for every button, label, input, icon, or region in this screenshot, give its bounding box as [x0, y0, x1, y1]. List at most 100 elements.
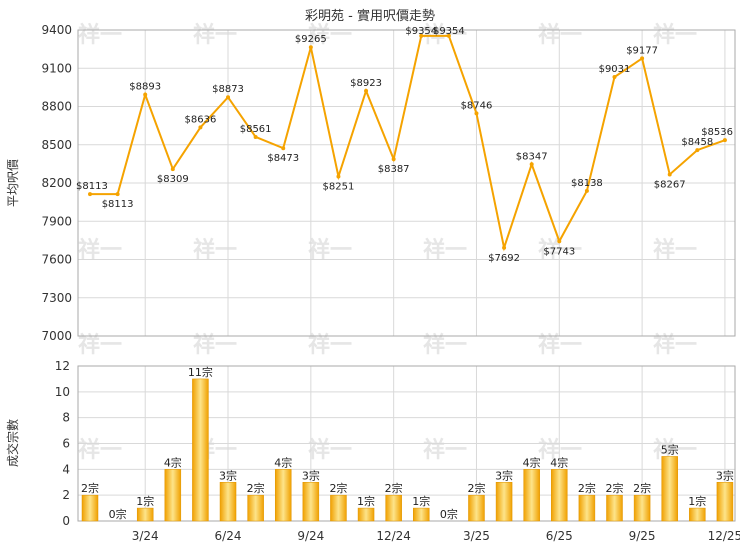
- x-tick-label: 3/25: [463, 529, 490, 543]
- price-point: [115, 192, 120, 197]
- price-point: [474, 111, 479, 116]
- price-data-label: $9031: [599, 64, 631, 75]
- volume-y-axis-label: 成交宗數: [5, 419, 20, 467]
- price-data-label: $8113: [102, 199, 134, 210]
- watermark-text: 祥一: [308, 437, 352, 463]
- volume-data-label: 0宗: [109, 507, 127, 521]
- price-data-label: $9265: [295, 34, 327, 45]
- volume-bar: [247, 494, 264, 522]
- volume-data-label: 0宗: [440, 507, 458, 521]
- volume-bar: [606, 494, 623, 522]
- price-y-tick-label: 9400: [41, 23, 72, 37]
- x-tick-label: 9/24: [297, 529, 324, 543]
- price-point: [529, 162, 534, 167]
- volume-bar: [357, 507, 375, 522]
- watermark-text: 祥一: [423, 437, 467, 463]
- watermark-text: 祥一: [78, 237, 122, 263]
- volume-bar: [192, 378, 209, 522]
- price-point: [364, 88, 369, 93]
- price-point: [391, 157, 396, 162]
- volume-y-tick-label: 12: [55, 359, 70, 373]
- volume-bar: [551, 469, 568, 522]
- price-data-label: $7692: [488, 253, 520, 264]
- volume-bars: [81, 378, 734, 522]
- volume-data-label: 1宗: [136, 494, 154, 508]
- volume-data-label: 1宗: [412, 494, 430, 508]
- price-data-labels: $8113 $8113 $8893 $8309 $8636 $8873 $8561 $8473…: [76, 26, 733, 264]
- price-plot-frame: [77, 29, 736, 337]
- price-point: [667, 172, 672, 177]
- price-point: [722, 138, 727, 143]
- x-tick-label: 6/24: [215, 529, 242, 543]
- volume-bar: [274, 469, 292, 522]
- volume-bar: [468, 494, 485, 522]
- volume-y-tick-label: 10: [55, 385, 70, 399]
- volume-data-label: 3宗: [219, 468, 237, 482]
- price-point: [502, 245, 507, 250]
- price-data-label: $9177: [626, 45, 658, 56]
- price-data-label: $8458: [681, 137, 713, 148]
- volume-bar: [716, 482, 734, 522]
- volume-y-ticks: 0 2 4 6 8 10 12: [55, 359, 70, 528]
- volume-data-labels: 2宗 0宗 1宗 4宗 11宗 3宗 2宗 4宗 3宗 2宗 1宗 2宗 1宗 0宗 2宗 3宗 4宗 4宗 2宗 2…: [81, 365, 734, 521]
- volume-y-tick-label: 8: [62, 411, 70, 425]
- volume-data-label: 2宗: [247, 481, 265, 495]
- volume-data-label: 4宗: [550, 455, 568, 469]
- watermark-text: 祥一: [538, 22, 582, 48]
- volume-data-label: 4宗: [274, 455, 292, 469]
- volume-bar: [633, 494, 651, 522]
- price-data-label: $8636: [185, 114, 217, 125]
- price-point: [170, 167, 175, 172]
- price-point: [557, 239, 562, 244]
- price-data-label: $8251: [323, 181, 355, 192]
- volume-data-label: 2宗: [467, 481, 485, 495]
- x-tick-label: 12/25: [708, 529, 740, 543]
- price-point: [198, 125, 203, 130]
- volume-bar: [495, 482, 513, 522]
- price-point: [253, 134, 258, 139]
- volume-data-label: 2宗: [605, 481, 623, 495]
- price-y-tick-label: 7000: [41, 329, 72, 343]
- price-point: [419, 33, 424, 38]
- volume-data-label: 2宗: [633, 481, 651, 495]
- x-tick-label: 12/24: [376, 529, 411, 543]
- watermark-text: 祥一: [423, 237, 467, 263]
- volume-y-tick-label: 2: [62, 488, 70, 502]
- price-data-label: $9354: [405, 26, 437, 37]
- price-point: [281, 146, 286, 151]
- volume-data-label: 2宗: [329, 481, 347, 495]
- price-point: [88, 192, 92, 197]
- volume-bar: [219, 482, 237, 522]
- price-points: [88, 33, 727, 250]
- price-data-label: $8536: [701, 127, 733, 138]
- watermark-text: 祥一: [193, 22, 237, 48]
- volume-data-label: 3宗: [716, 468, 734, 482]
- watermark-text: 祥一: [308, 237, 352, 263]
- volume-bar: [413, 507, 430, 522]
- price-data-label: $9354: [433, 26, 465, 37]
- price-series-line: [90, 34, 726, 252]
- price-point: [695, 148, 700, 153]
- price-point: [308, 45, 313, 50]
- volume-bar: [164, 469, 182, 522]
- x-axis-ticks: 3/24 6/24 9/24 12/24 3/25 6/25 9/25 12/25: [132, 529, 740, 543]
- volume-bar: [661, 456, 678, 522]
- price-data-label: $8746: [461, 100, 493, 111]
- price-point: [446, 33, 451, 38]
- volume-bar: [385, 494, 402, 522]
- price-data-label: $8113: [76, 181, 108, 192]
- volume-data-label: 3宗: [495, 468, 513, 482]
- price-data-label: $8561: [240, 124, 272, 135]
- x-tick-label: 9/25: [629, 529, 656, 543]
- volume-data-label: 4宗: [523, 455, 541, 469]
- price-point: [336, 174, 341, 179]
- volume-data-label: 1宗: [688, 494, 706, 508]
- price-y-ticks: 7000 7300 7600 7900 8200 8500 8800 9100 9400: [41, 23, 72, 343]
- volume-y-tick-label: 4: [62, 462, 70, 476]
- volume-y-tick-label: 0: [62, 514, 70, 528]
- price-point: [584, 188, 589, 193]
- price-data-label: $8267: [654, 179, 686, 190]
- volume-data-label: 4宗: [164, 455, 182, 469]
